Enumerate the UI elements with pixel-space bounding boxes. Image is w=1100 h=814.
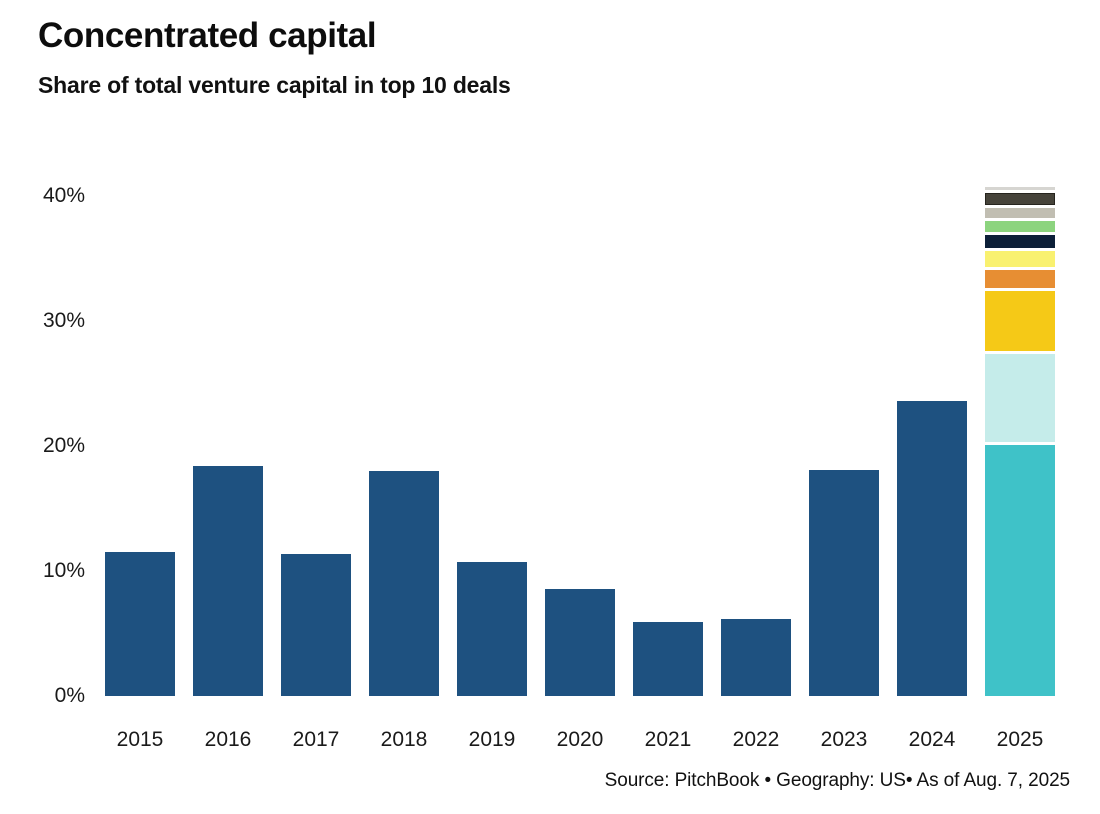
bar-2024 xyxy=(897,401,967,696)
x-tick-label-2015: 2015 xyxy=(116,728,164,751)
stack-segment-orange xyxy=(985,269,1055,289)
stack-segment-teal xyxy=(985,444,1055,696)
x-tick-label-2022: 2022 xyxy=(732,728,780,751)
chart-subtitle: Share of total venture capital in top 10… xyxy=(38,72,511,98)
x-tick-label-2023: 2023 xyxy=(820,728,868,751)
stack-segment-navy xyxy=(985,235,1055,248)
x-tick-label-2019: 2019 xyxy=(468,728,516,751)
y-tick-label-0: 0% xyxy=(54,684,85,707)
y-tick-label-40: 40% xyxy=(42,184,85,207)
chart-title: Concentrated capital xyxy=(38,16,377,55)
bar-2023 xyxy=(809,469,879,696)
source-note: Source: PitchBook • Geography: US• As of… xyxy=(604,770,1070,791)
stack-segment-pale-cyan xyxy=(985,354,1055,442)
x-tick-label-2024: 2024 xyxy=(908,728,956,751)
x-tick-label-2016: 2016 xyxy=(204,728,252,751)
stack-segment-pale-yellow xyxy=(985,250,1055,267)
stack-segment-green xyxy=(985,221,1055,233)
y-tick-label-30: 30% xyxy=(42,309,85,332)
bar-2015 xyxy=(105,552,175,696)
bar-2022 xyxy=(721,618,791,696)
x-tick-label-2020: 2020 xyxy=(556,728,604,751)
stack-segment-gold xyxy=(985,291,1055,352)
x-tick-label-2017: 2017 xyxy=(292,728,340,751)
stack-segment-tan-gray xyxy=(985,208,1055,219)
bar-2017 xyxy=(281,553,351,696)
y-tick-label-10: 10% xyxy=(42,559,85,582)
stack-segment-light-gray xyxy=(985,186,1055,190)
x-tick-label-2018: 2018 xyxy=(380,728,428,751)
stack-segment-charcoal xyxy=(985,192,1055,206)
bar-2018 xyxy=(369,471,439,696)
bar-2016 xyxy=(193,466,263,696)
x-tick-label-2021: 2021 xyxy=(644,728,692,751)
bar-2021 xyxy=(633,622,703,696)
bar-2020 xyxy=(545,588,615,696)
x-tick-label-2025: 2025 xyxy=(996,728,1044,751)
y-tick-label-20: 20% xyxy=(42,434,85,457)
bar-2019 xyxy=(457,562,527,696)
